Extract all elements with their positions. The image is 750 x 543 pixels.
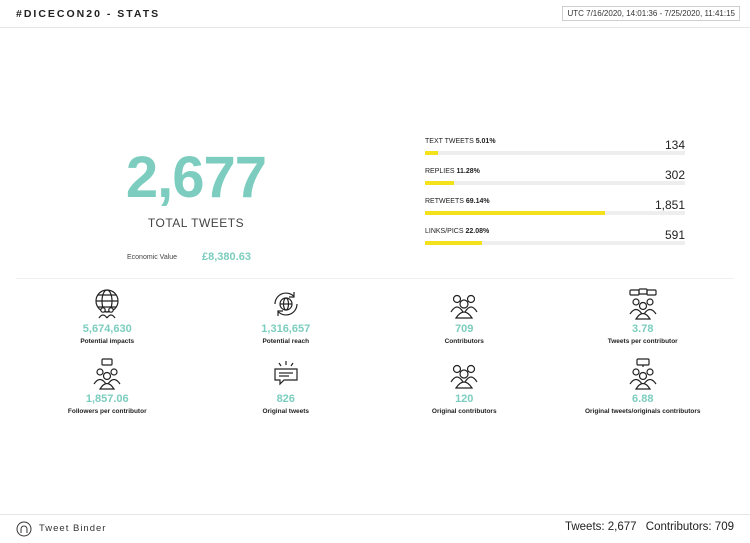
breakdown-row-links: LINKS/PICS 22.08% 591	[425, 226, 685, 256]
stat-label: Potential reach	[262, 338, 310, 345]
breakdown-bar-track	[425, 181, 685, 185]
breakdown-row-replies: REPLIES 11.28% 302	[425, 166, 685, 196]
header-bar: #DICECON20 - STATS UTC 7/16/2020, 14:01:…	[0, 0, 750, 28]
total-tweets-number: 2,677	[125, 145, 267, 210]
globe-refresh-icon	[274, 292, 298, 316]
breakdown-count: 1,851	[654, 198, 685, 212]
breakdown-label: TEXT TWEETS	[425, 138, 474, 145]
stat-original-contributors: 120 Original contributors	[375, 358, 554, 424]
breakdown-count: 302	[664, 168, 685, 182]
stat-value: 120	[455, 393, 474, 405]
stat-value: 826	[276, 393, 295, 405]
group-followers-icon	[93, 358, 121, 390]
page-title: #DICECON20 - STATS	[16, 8, 161, 20]
brand-name[interactable]: Tweet Binder	[39, 523, 107, 534]
breakdown-bar-track	[425, 151, 685, 155]
breakdown-count: 134	[664, 138, 685, 152]
stat-value: 5,674,630	[82, 323, 132, 335]
group-original-icon	[450, 364, 478, 389]
breakdown-bar-fill	[425, 211, 605, 215]
footer-bar: Tweet Binder Tweets: 2,677 Contributors:…	[0, 514, 750, 543]
stat-label: Original tweets	[262, 408, 310, 415]
economic-value-label: Economic Value	[127, 254, 178, 261]
breakdown-bar-track	[425, 241, 685, 245]
stat-original-tweets: 826 Original tweets	[197, 358, 376, 424]
economic-value-amount: £8,380.63	[202, 251, 251, 263]
breakdown-bar-track	[425, 211, 685, 215]
speech-bubble-icon	[274, 361, 298, 386]
breakdown-percent: 5.01%	[475, 138, 496, 145]
stat-value: 709	[455, 323, 474, 335]
stat-label: Potential impacts	[80, 338, 135, 345]
group-tweets-icon	[629, 288, 657, 320]
stat-contributors: 709 Contributors	[375, 288, 554, 354]
stat-value: 3.78	[632, 323, 654, 335]
footer-contributors-count: Contributors: 709	[645, 521, 734, 533]
stat-potential-reach: 1,316,657 Potential reach	[197, 288, 376, 354]
group-icon	[450, 294, 478, 319]
stat-label: Followers per contributor	[67, 408, 147, 415]
date-range-badge[interactable]: UTC 7/16/2020, 14:01:36 - 7/25/2020, 11:…	[562, 6, 740, 21]
stat-label: Contributors	[444, 338, 484, 345]
stat-value: 1,316,657	[261, 323, 311, 335]
footer-tweets-count: Tweets: 2,677	[564, 521, 637, 533]
footer-totals: Tweets: 2,677 Contributors: 709	[565, 521, 734, 533]
breakdown-percent: 11.28%	[456, 168, 480, 175]
section-divider	[16, 278, 734, 279]
stat-label: Original contributors	[431, 408, 497, 415]
breakdown-bar-fill	[425, 181, 455, 185]
group-ratio-icon	[629, 358, 657, 390]
tweet-binder-logo-icon[interactable]	[16, 521, 32, 537]
breakdown-count: 591	[664, 228, 685, 242]
economic-value: Economic Value £8,380.63	[127, 251, 297, 265]
total-tweets-panel: 2,677 TOTAL TWEETS	[90, 145, 302, 231]
stat-followers-per-contributor: 1,857.06 Followers per contributor	[18, 358, 197, 424]
breakdown-percent: 69.14%	[465, 198, 490, 205]
tweet-type-breakdown: TEXT TWEETS 5.01% 134 REPLIES 11.28% 302…	[425, 136, 685, 256]
total-tweets-label: TOTAL TWEETS	[147, 216, 245, 230]
breakdown-row-text: TEXT TWEETS 5.01% 134	[425, 136, 685, 166]
breakdown-bar-fill	[425, 151, 439, 155]
stats-grid: 5,674,630 Potential impacts 1,316,657 Po…	[18, 288, 732, 424]
stat-value: 1,857.06	[85, 393, 129, 405]
breakdown-percent: 22.08%	[465, 228, 490, 235]
stat-label: Tweets per contributor	[607, 338, 678, 345]
stat-label: Original tweets/originals contributors	[584, 408, 701, 415]
breakdown-label: RETWEETS	[425, 198, 464, 205]
stat-value: 6.88	[632, 393, 654, 405]
stat-tweets-per-contributor: 3.78 Tweets per contributor	[554, 288, 733, 354]
globe-people-icon	[95, 289, 119, 319]
breakdown-label: REPLIES	[425, 168, 455, 175]
breakdown-bar-fill	[425, 241, 483, 245]
stat-original-ratio: 6.88 Original tweets/originals contribut…	[554, 358, 733, 424]
breakdown-label: LINKS/PICS	[425, 228, 464, 235]
breakdown-row-retweets: RETWEETS 69.14% 1,851	[425, 196, 685, 226]
stat-potential-impacts: 5,674,630 Potential impacts	[18, 288, 197, 354]
